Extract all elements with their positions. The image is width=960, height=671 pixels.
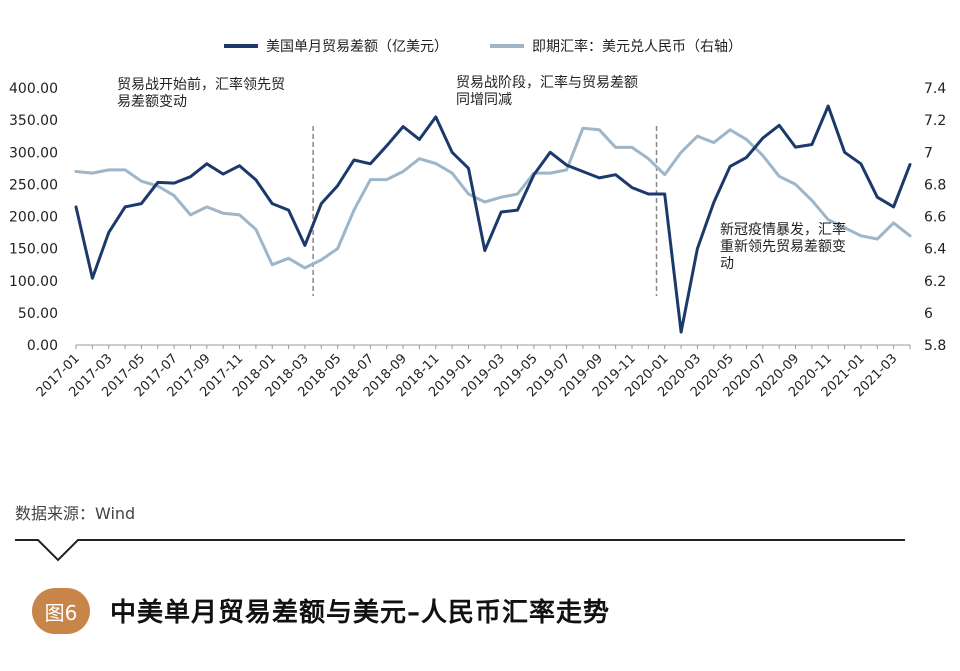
legend-item-trade: 美国单月贸易差额（亿美元） bbox=[224, 36, 448, 56]
legend-swatch-trade bbox=[224, 44, 258, 48]
y-left-tick-label: 100.00 bbox=[9, 274, 58, 290]
y-right-tick-label: 7.4 bbox=[924, 81, 946, 97]
annotation-pre-trade-war: 贸易战开始前，汇率领先贸 易差额变动 bbox=[117, 77, 285, 111]
y-right-tick-label: 7 bbox=[924, 145, 933, 161]
data-source: 数据来源：Wind bbox=[15, 504, 136, 523]
y-left-tick-label: 250.00 bbox=[9, 177, 58, 193]
y-left-tick-label: 300.00 bbox=[9, 145, 58, 161]
y-right-tick-label: 6 bbox=[924, 306, 933, 322]
y-right-tick-label: 6.2 bbox=[924, 274, 946, 290]
section-divider bbox=[15, 539, 905, 562]
series-line-exchange-rate bbox=[74, 126, 912, 270]
legend-label-rate: 即期汇率：美元兑人民币（右轴） bbox=[532, 39, 742, 55]
y-left-tick-label: 150.00 bbox=[9, 242, 58, 258]
y-right-tick-label: 6.4 bbox=[924, 242, 946, 258]
legend-item-rate: 即期汇率：美元兑人民币（右轴） bbox=[490, 36, 742, 56]
annotation-line: 易差额变动 bbox=[117, 94, 187, 110]
chart: 0.00 50.00 100.00 150.00 200.00 250.00 300.00 3… bbox=[9, 81, 946, 400]
y-left-tick-label: 50.00 bbox=[18, 306, 58, 322]
y-left-tick-label: 400.00 bbox=[9, 81, 58, 97]
legend-label-trade: 美国单月贸易差额（亿美元） bbox=[266, 39, 448, 55]
annotation-trade-war: 贸易战阶段，汇率与贸易差额 同增同减 bbox=[456, 75, 638, 109]
legend-swatch-rate bbox=[490, 44, 524, 48]
y-right-tick-label: 7.2 bbox=[924, 113, 946, 129]
annotation-line: 贸易战阶段，汇率与贸易差额 bbox=[456, 75, 638, 91]
legend: 美国单月贸易差额（亿美元） 即期汇率：美元兑人民币（右轴） bbox=[224, 36, 742, 56]
annotation-line: 贸易战开始前，汇率领先贸 bbox=[117, 77, 285, 93]
figure-badge: 图6 bbox=[32, 588, 90, 634]
y-left-tick-label: 200.00 bbox=[9, 210, 58, 226]
annotation-covid: 新冠疫情暴发，汇率 重新领先贸易差额变 动 bbox=[720, 222, 846, 273]
annotation-line: 重新领先贸易差额变 bbox=[720, 239, 846, 255]
y-right-tick-label: 6.6 bbox=[924, 210, 946, 226]
annotation-line: 新冠疫情暴发，汇率 bbox=[720, 222, 846, 238]
y-left-tick-label: 0.00 bbox=[27, 338, 58, 354]
y-left-tick-label: 350.00 bbox=[9, 113, 58, 129]
figure-title: 中美单月贸易差额与美元–人民币汇率走势 bbox=[110, 598, 611, 628]
annotation-line: 同增同减 bbox=[456, 92, 512, 108]
annotation-line: 动 bbox=[720, 256, 734, 272]
series-line-trade-balance bbox=[74, 104, 912, 334]
y-right-tick-label: 5.8 bbox=[924, 338, 946, 354]
y-right-tick-label: 6.8 bbox=[924, 177, 946, 193]
